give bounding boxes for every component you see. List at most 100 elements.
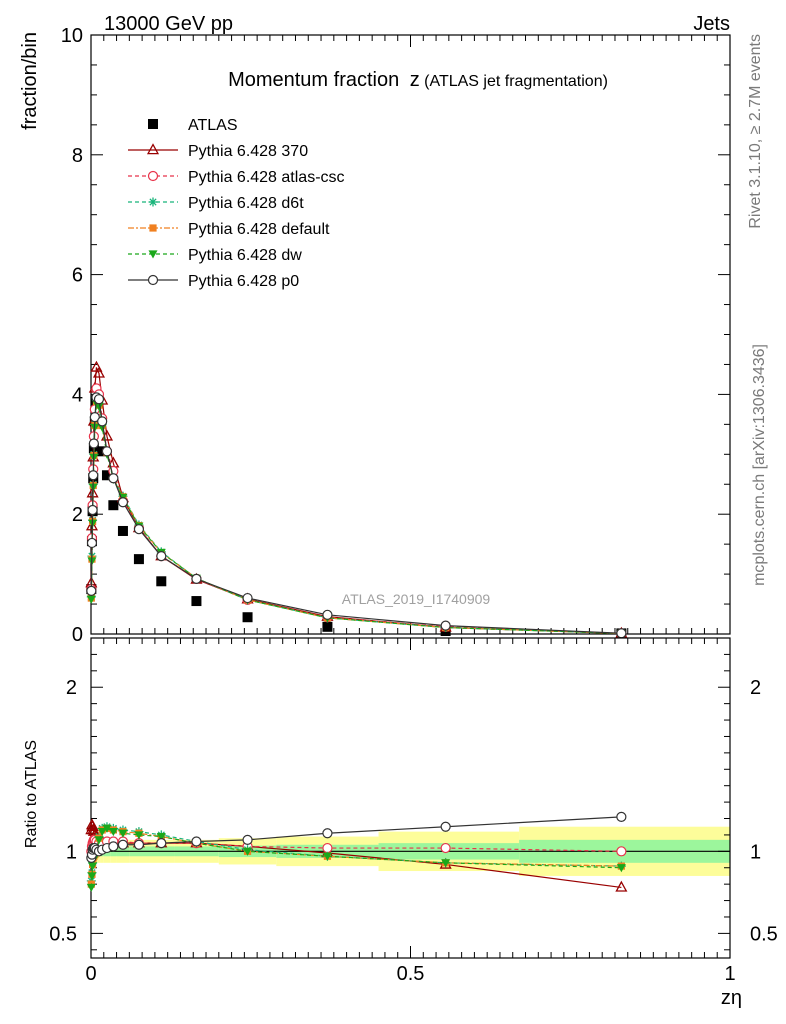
legend-item: Pythia 6.428 atlas-csc (128, 169, 345, 186)
data-point (322, 609, 333, 620)
ratio-y-tick-label-right: 2 (750, 677, 761, 699)
chart-title-var: z (410, 69, 420, 91)
ratio-point (102, 824, 112, 833)
legend-marker (148, 119, 158, 129)
main-y-tick-label: 10 (61, 25, 83, 47)
x-tick-label: 0.5 (397, 963, 425, 985)
legend-label: Pythia 6.428 default (188, 221, 330, 238)
legend-marker (147, 170, 159, 182)
legend-label: Pythia 6.428 atlas-csc (188, 169, 345, 186)
ratio-point (243, 847, 253, 856)
main-y-tick-label: 6 (72, 265, 83, 287)
data-point (117, 497, 129, 508)
data-point (92, 366, 106, 378)
data-point (101, 470, 112, 481)
ratio-point (440, 821, 451, 832)
x-tick-label: 1 (724, 963, 735, 985)
data-point (108, 473, 119, 484)
chart-title-main: Momentum fraction (228, 69, 399, 91)
ratio-point (86, 883, 96, 892)
ratio-y-tick-label-right: 0.5 (750, 923, 778, 945)
legend-marker (146, 143, 160, 155)
ratio-point (615, 880, 628, 892)
ratio-y-tick-label: 0.5 (49, 923, 77, 945)
data-point (616, 628, 627, 639)
header-right: Jets (693, 13, 730, 35)
data-point (93, 394, 105, 405)
ratio-y-axis-label: Ratio to ATLAS (23, 740, 40, 848)
legend-item: Pythia 6.428 dw (128, 247, 302, 264)
legend-marker (149, 224, 157, 232)
legend-label: Pythia 6.428 p0 (188, 273, 299, 290)
ratio-point (242, 834, 253, 845)
data-point (117, 525, 128, 536)
legend-item: Pythia 6.428 370 (128, 143, 308, 160)
data-point (94, 402, 104, 411)
data-point (86, 537, 98, 549)
legend-item: Pythia 6.428 default (128, 221, 330, 238)
ratio-point (133, 839, 145, 850)
legend-item: ATLAS (148, 117, 238, 134)
data-point (133, 554, 144, 565)
data-point (88, 438, 99, 449)
ratio-point (86, 819, 99, 831)
data-point (97, 416, 108, 427)
data-point (87, 504, 98, 516)
data-point (156, 576, 167, 587)
legend-item: Pythia 6.428 p0 (128, 273, 299, 290)
legend-marker (148, 250, 158, 259)
ratio-point (616, 864, 626, 873)
ratio-point (94, 836, 104, 845)
watermark: ATLAS_2019_I1740909 (342, 591, 491, 607)
main-y-axis-label: fraction/bin (19, 32, 41, 130)
x-tick-label: 0 (85, 963, 96, 985)
legend: ATLAS Pythia 6.428 370 Pythia 6.428 atlas-… (128, 117, 345, 290)
legend-label: Pythia 6.428 dw (188, 247, 302, 264)
ratio-point (156, 832, 166, 842)
main-y-tick-label: 0 (72, 624, 83, 646)
ratio-point (117, 839, 129, 850)
ratio-point (108, 828, 118, 837)
main-y-tick-label: 2 (72, 504, 83, 526)
ratio-y-tick-label: 2 (66, 677, 77, 699)
ratio-point (322, 842, 333, 854)
data-point (101, 446, 113, 457)
ratio-series-5 (86, 811, 627, 863)
data-point (191, 573, 202, 584)
data-point (242, 592, 253, 604)
ratio-point (108, 841, 119, 852)
data-point (90, 360, 103, 372)
ratio-point (440, 842, 451, 854)
main-panel: 0 2 4 6 8 10 (61, 25, 731, 646)
legend-label: Pythia 6.428 370 (188, 143, 308, 160)
ratio-y-tick-label-right: 1 (750, 841, 761, 863)
ratio-point (191, 836, 202, 847)
chart-title-sub: (ATLAS jet fragmentation) (424, 73, 608, 90)
legend-marker (148, 197, 158, 207)
ratio-point (87, 872, 97, 881)
chart-title: Momentum fraction z (ATLAS jet fragmenta… (228, 69, 608, 91)
series-6 (86, 392, 627, 639)
ratio-point (134, 831, 144, 840)
legend-label: Pythia 6.428 d6t (188, 195, 304, 212)
ratio-point (88, 862, 98, 871)
ratio-point (156, 838, 167, 849)
header-left: 13000 GeV pp (104, 13, 233, 35)
ratio-point (441, 859, 451, 868)
ratio-y-tick-label: 1 (66, 841, 77, 863)
ratio-point (322, 828, 333, 839)
panel-frame (90, 637, 731, 959)
rivet-label: Rivet 3.1.10, ≥ 2.7M events (747, 34, 764, 229)
ratio-point (97, 828, 107, 837)
main-y-tick-label: 4 (72, 384, 83, 406)
data-point (322, 621, 333, 632)
legend-marker (147, 274, 159, 286)
data-point (86, 585, 97, 596)
x-axis-label: zη (721, 987, 742, 1009)
ratio-point (616, 846, 627, 857)
data-point (133, 524, 145, 535)
data-point (108, 500, 119, 511)
data-point (86, 595, 96, 604)
ratio-point (322, 852, 332, 861)
legend-item: Pythia 6.428 d6t (128, 195, 304, 212)
